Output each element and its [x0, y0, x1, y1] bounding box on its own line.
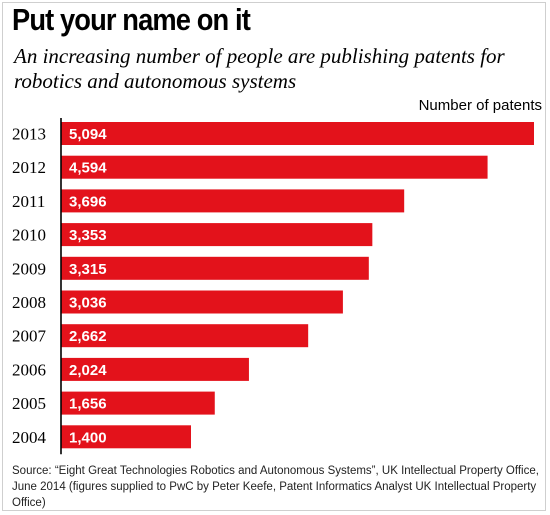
y-tick-label: 2010 [12, 226, 46, 245]
bar-value-label: 3,696 [69, 193, 107, 210]
bar-2007 [61, 324, 309, 348]
bar-2012 [61, 155, 488, 179]
x-axis-label: Number of patents [418, 97, 542, 114]
bar-value-label: 1,400 [69, 429, 107, 446]
chart-title: Put your name on it [12, 2, 251, 37]
bar-2004 [61, 425, 191, 449]
bar-value-label: 3,315 [69, 261, 107, 278]
bar-2009 [61, 256, 369, 280]
source-note: Source: “Eight Great Technologies Roboti… [12, 465, 539, 509]
bar-value-label: 3,353 [69, 227, 107, 244]
bar-value-label: 1,656 [69, 396, 107, 413]
y-tick-label: 2007 [12, 327, 47, 346]
bar-value-label: 2,662 [69, 328, 107, 345]
bar-value-label: 2,024 [69, 362, 107, 379]
bar-2005 [61, 391, 215, 415]
bar-2008 [61, 290, 343, 314]
bar-value-label: 3,036 [69, 295, 107, 312]
y-tick-label: 2004 [12, 428, 47, 447]
bar-2011 [61, 189, 405, 213]
y-tick-label: 2009 [12, 259, 46, 278]
bar-2006 [61, 357, 249, 381]
bar-chart: 5,094 2013 4,594 2012 3,696 2011 3,353 2010 3,31… [12, 118, 534, 455]
y-tick-label: 2006 [12, 360, 46, 379]
bar-value-label: 4,594 [69, 160, 107, 177]
y-tick-label: 2008 [12, 293, 46, 312]
bar-2010 [61, 223, 373, 247]
bar-value-label: 5,094 [69, 126, 107, 143]
y-tick-label: 2011 [12, 192, 45, 211]
y-tick-label: 2013 [12, 125, 46, 144]
chart-subtitle: An increasing number of people are publi… [14, 44, 505, 93]
y-tick-label: 2005 [12, 394, 46, 413]
bar-2013 [61, 122, 534, 145]
chart-frame [2, 2, 546, 511]
y-tick-label: 2012 [12, 158, 46, 177]
